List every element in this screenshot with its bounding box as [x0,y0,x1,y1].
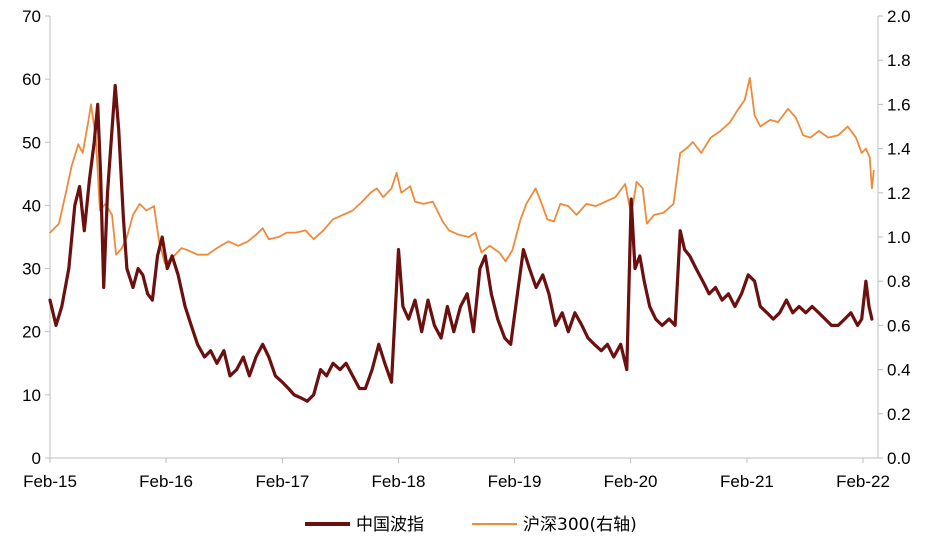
x-tick-label: Feb-15 [23,472,77,491]
right-tick-label: 2.0 [887,7,911,26]
left-tick-label: 40 [22,196,41,215]
left-y-ticks: 0 10 20 30 40 50 60 70 [22,7,50,468]
series-line-vix [48,83,874,403]
right-y-ticks: 0.0 0.2 0.4 0.6 0.8 1.0 1.2 1.4 1.6 1.8 2.0 [878,7,911,468]
right-tick-label: 0.0 [887,449,911,468]
series-lines [48,77,875,403]
left-tick-label: 30 [22,260,41,279]
left-tick-label: 0 [32,449,41,468]
legend-label-csi300: 沪深300(右轴) [523,515,637,535]
right-tick-label: 0.2 [887,405,911,424]
right-tick-label: 1.8 [887,51,911,70]
left-tick-label: 60 [22,70,41,89]
left-tick-label: 50 [22,133,41,152]
x-tick-label: Feb-17 [255,472,309,491]
x-tick-label: Feb-21 [720,472,774,491]
left-tick-label: 70 [22,7,41,26]
right-tick-label: 0.8 [887,272,911,291]
right-tick-label: 0.4 [887,361,911,380]
x-ticks: Feb-15 Feb-16 Feb-17 Feb-18 Feb-19 Feb-20 Feb-… [23,458,890,491]
x-tick-label: Feb-19 [488,472,542,491]
left-tick-label: 10 [22,386,41,405]
x-tick-label: Feb-16 [139,472,193,491]
legend-label-vix: 中国波指 [356,515,424,535]
right-tick-label: 1.0 [887,228,911,247]
right-tick-label: 1.2 [887,184,911,203]
legend: 中国波指 沪深300(右轴) [305,515,637,535]
right-tick-label: 1.6 [887,95,911,114]
right-tick-label: 1.4 [887,140,911,159]
left-tick-label: 20 [22,323,41,342]
right-tick-label: 0.6 [887,316,911,335]
x-tick-label: Feb-22 [836,472,890,491]
x-tick-label: Feb-20 [604,472,658,491]
series-line-csi300 [49,77,875,265]
x-tick-label: Feb-18 [372,472,426,491]
